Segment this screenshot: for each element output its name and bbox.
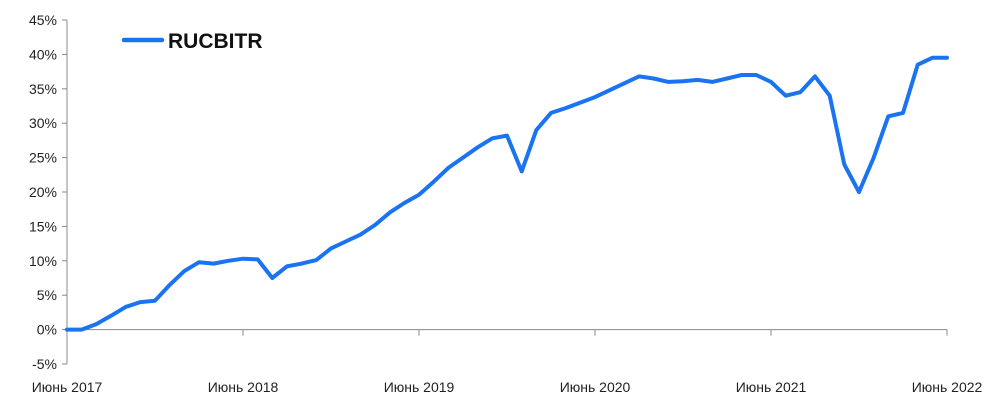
x-tick-label: Июнь 2022: [912, 379, 983, 395]
series-line-rucbitr: [65, 55, 949, 332]
x-tick-label: Июнь 2021: [736, 379, 807, 395]
y-tick-label: 0%: [37, 322, 57, 338]
x-tick-label: Июнь 2020: [560, 379, 631, 395]
y-tick-label: 45%: [29, 12, 57, 28]
legend-label: RUCBITR: [168, 30, 263, 53]
x-tick-label: Июнь 2018: [208, 379, 279, 395]
y-axis: -5% 0% 5% 10% 15% 20% 25% 30% 35% 40% 45%: [29, 12, 68, 372]
x-tick-label: Июнь 2019: [384, 379, 455, 395]
y-tick-label: 35%: [29, 81, 57, 97]
y-tick-label: 5%: [37, 287, 57, 303]
y-tick-label: 15%: [29, 218, 57, 234]
y-tick-label: 40%: [29, 46, 57, 62]
y-tick-label: -5%: [32, 356, 57, 372]
series-layer: [65, 55, 949, 332]
y-tick-label: 25%: [29, 150, 57, 166]
x-axis: Июнь 2017 Июнь 2018 Июнь 2019 Июнь 2020 Июнь…: [32, 329, 983, 395]
x-tick-label: Июнь 2017: [32, 379, 103, 395]
y-tick-label: 10%: [29, 253, 57, 269]
legend: RUCBITR: [121, 30, 263, 53]
y-tick-label: 20%: [29, 184, 57, 200]
y-tick-label: 30%: [29, 115, 57, 131]
